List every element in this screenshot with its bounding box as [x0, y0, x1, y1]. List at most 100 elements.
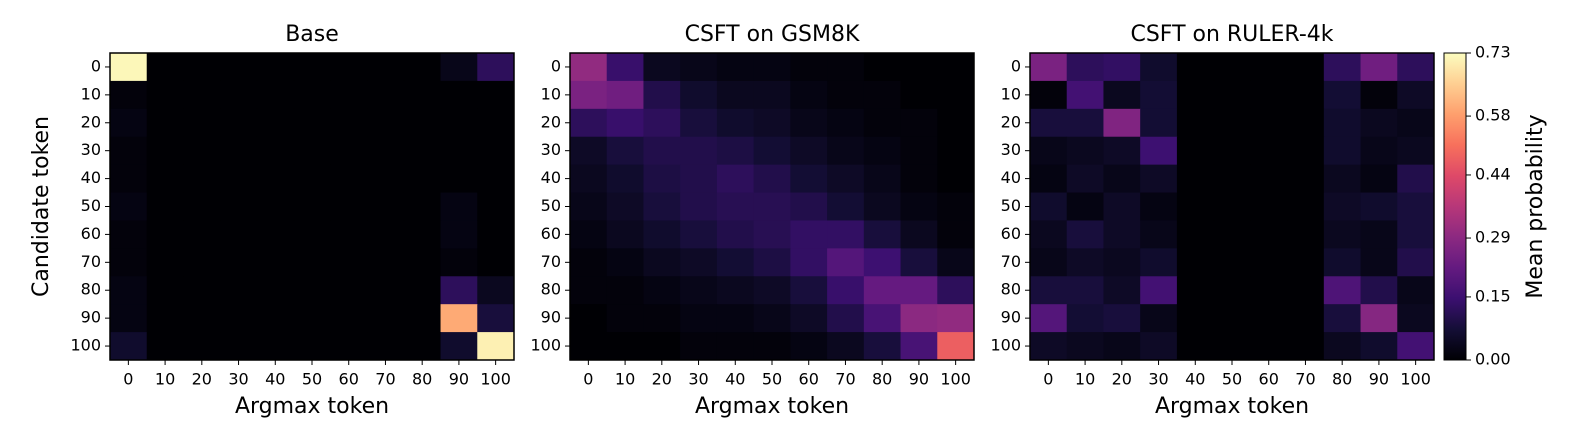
colorbar-tick-label: 0.15	[1475, 286, 1511, 305]
heatmap-cell	[1213, 53, 1251, 82]
heatmap-cell	[790, 248, 828, 277]
x-tick-label: 80	[872, 370, 892, 389]
heatmap-cell	[1066, 220, 1104, 249]
heatmap-cell	[1397, 332, 1435, 361]
heatmap-cell	[1103, 164, 1141, 194]
heatmap-cell	[1287, 192, 1325, 221]
heatmap-cell	[937, 332, 975, 361]
x-axis-label: Argmax token	[235, 394, 389, 419]
heatmap-cell	[937, 248, 975, 277]
heatmap-cell	[643, 136, 681, 166]
heatmap-cell	[403, 192, 442, 221]
y-tick-label: 50	[81, 196, 101, 215]
heatmap-cell	[1360, 276, 1398, 305]
heatmap-cell	[293, 164, 331, 194]
y-tick-label: 10	[1001, 84, 1021, 103]
x-tick-label: 80	[1332, 370, 1352, 389]
x-tick-label: 70	[835, 370, 855, 389]
heatmap-cell	[440, 276, 478, 305]
chart-title: Base	[285, 22, 339, 47]
heatmap-cell	[1250, 108, 1288, 138]
heatmap-cell	[1397, 220, 1435, 249]
y-tick-label: 70	[1001, 252, 1021, 271]
heatmap-cell	[183, 192, 221, 221]
heatmap-cell	[716, 80, 755, 110]
heatmap-cell	[183, 220, 221, 249]
y-tick-label: 40	[81, 168, 101, 187]
heatmap-cell	[863, 80, 902, 110]
heatmap-cell	[937, 136, 975, 166]
heatmap-cell	[146, 164, 184, 194]
heatmap-cell	[1140, 164, 1178, 194]
heatmap-cell	[183, 80, 221, 110]
heatmap-cell	[293, 332, 331, 361]
heatmap-cell	[256, 220, 295, 249]
x-tick-label: 0	[123, 370, 133, 389]
heatmap-cell	[1397, 53, 1435, 82]
heatmap-cell	[1030, 136, 1068, 166]
heatmap-cell	[1323, 108, 1362, 138]
heatmap-cell	[367, 164, 405, 194]
x-tick-label: 90	[449, 370, 469, 389]
heatmap-cell	[753, 136, 791, 166]
heatmap-cell	[570, 248, 608, 277]
heatmap-cell	[1140, 276, 1178, 305]
heatmap-cell	[716, 164, 755, 194]
heatmap-cell	[937, 164, 975, 194]
heatmap-cell	[716, 276, 755, 305]
heatmap-cell	[790, 136, 828, 166]
heatmap-cell	[643, 304, 681, 333]
heatmap-cell	[293, 80, 331, 110]
heatmap-cell	[146, 192, 184, 221]
heatmap-cell	[900, 53, 938, 82]
heatmap-cell	[1250, 192, 1288, 221]
heatmap-cell	[1397, 108, 1435, 138]
heatmap-cell	[220, 136, 258, 166]
y-tick-label: 20	[541, 112, 561, 131]
heatmap-cell	[1103, 332, 1141, 361]
heatmap-cell	[827, 248, 865, 277]
heatmap-cell	[1066, 304, 1104, 333]
heatmap-cell	[183, 164, 221, 194]
heatmap-cell	[1250, 332, 1288, 361]
y-tick-label: 80	[541, 280, 561, 299]
heatmap-cell	[1213, 220, 1251, 249]
heatmap-cell	[403, 332, 442, 361]
colorbar-tick-label: 0.44	[1475, 164, 1511, 183]
heatmap-cell	[256, 276, 295, 305]
heatmap-cell	[643, 80, 681, 110]
heatmap-cell	[146, 304, 184, 333]
heatmap-cell	[440, 332, 478, 361]
x-tick-label: 10	[155, 370, 175, 389]
y-tick-label: 90	[541, 308, 561, 327]
heatmap-cell	[183, 332, 221, 361]
x-tick-label: 90	[1369, 370, 1389, 389]
y-tick-label: 40	[1001, 168, 1021, 187]
heatmap-cell	[1397, 164, 1435, 194]
heatmap-cell	[440, 192, 478, 221]
heatmap-cell	[330, 80, 368, 110]
y-tick-label: 100	[70, 336, 101, 355]
heatmap-cell	[183, 276, 221, 305]
heatmap-cell	[477, 108, 515, 138]
heatmap-cell	[367, 53, 405, 82]
heatmap-cell	[1030, 248, 1068, 277]
heatmap-cell	[220, 220, 258, 249]
heatmap-cell	[1103, 276, 1141, 305]
heatmap-cell	[110, 80, 148, 110]
x-tick-label: 60	[799, 370, 819, 389]
heatmap-cell	[1287, 304, 1325, 333]
heatmap-cell	[1250, 248, 1288, 277]
x-tick-label: 30	[688, 370, 708, 389]
heatmap-cell	[367, 220, 405, 249]
heatmap-cell	[753, 80, 791, 110]
heatmap-cell	[403, 220, 442, 249]
heatmap-cell	[256, 136, 295, 166]
heatmap-cell	[680, 248, 718, 277]
heatmap-cell	[1103, 304, 1141, 333]
heatmap-cell	[1176, 276, 1215, 305]
heatmap-cell	[256, 108, 295, 138]
heatmap-cell	[753, 192, 791, 221]
heatmap-cell	[403, 53, 442, 82]
heatmap-cell	[110, 53, 148, 82]
